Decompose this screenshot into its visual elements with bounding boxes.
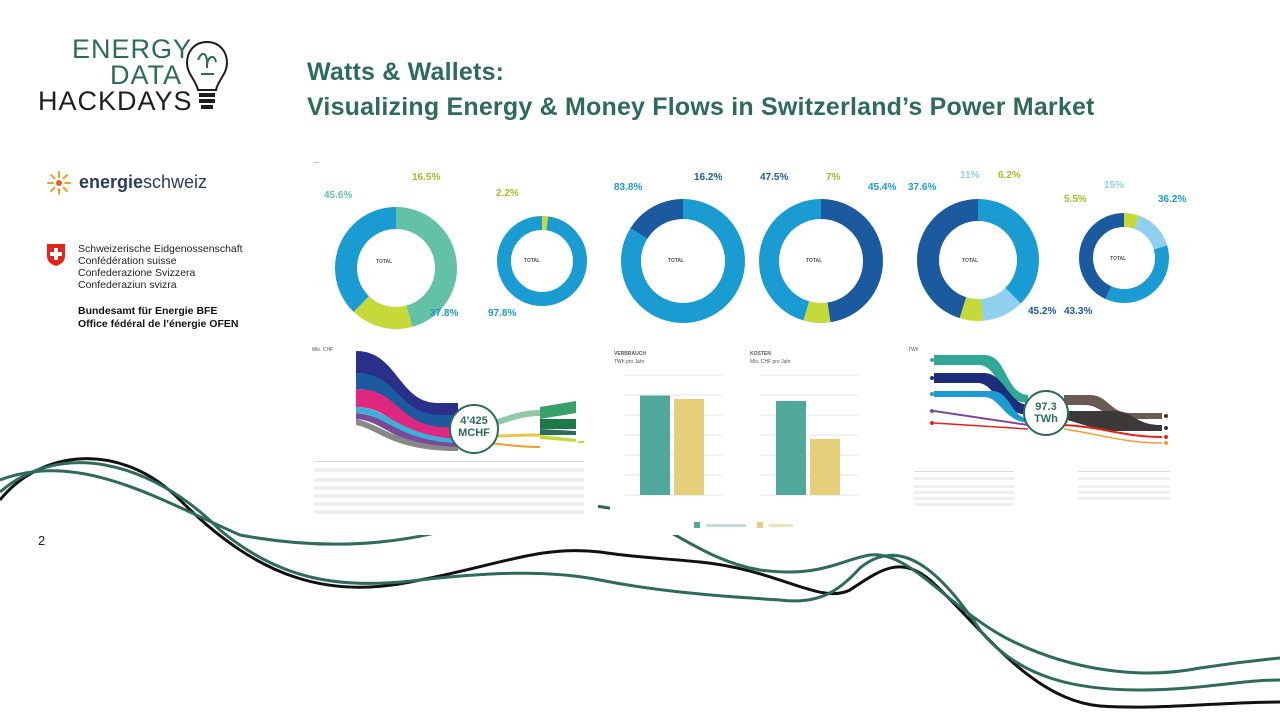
d6-pct-b: 15% (1104, 180, 1125, 191)
confederation-line-rm: Confederaziun svizra (78, 279, 177, 291)
energy-production-legend (914, 471, 1014, 516)
money-sankey-legend (314, 461, 584, 530)
wordmark-schweiz: schweiz (143, 172, 208, 192)
confederation-line-de: Schweizerische Eidgenossenschaft (78, 243, 243, 255)
energy-consumption-legend (1078, 471, 1170, 516)
donut-chart-4 (759, 199, 883, 323)
d5-total-label: TOTAL (962, 258, 979, 264)
money-sankey-unit: Mio. CHF (312, 347, 334, 353)
lightbulb-icon (185, 40, 229, 109)
office-line-fr: Office fédéral de l’énergie OFEN (78, 318, 239, 330)
money-total-unit: MCHF (458, 427, 490, 439)
cost-title: KOSTEN (750, 351, 771, 357)
d6-pct-d: 43.3% (1064, 306, 1093, 317)
confederation-line-it: Confederazione Svizzera (78, 267, 196, 279)
cost-bar-2 (810, 439, 840, 495)
donut-panel-3: 37.6% 11% 6.2% 45.2% TOTAL 5.5% 15% 36.2… (904, 152, 1194, 332)
energy-total-circle (1023, 390, 1069, 436)
d6-pct-a: 5.5% (1064, 194, 1087, 205)
d1-pct-c: 37.8% (430, 308, 459, 319)
donut-chart-1 (335, 207, 457, 329)
d3-pct-b: 16.2% (694, 172, 723, 183)
donut-chart-3 (621, 199, 745, 323)
cost-unit: Mio. CHF pro Jahr (750, 359, 791, 365)
cost-bar-1 (776, 401, 806, 495)
energy-sankey-unit: TWh (908, 347, 919, 353)
logo-word-energy: ENERGY (72, 34, 193, 64)
d2-pct-b: 97.8% (488, 308, 517, 319)
consumption-bar-chart (624, 374, 722, 496)
title-line-1: Watts & Wallets: (307, 58, 505, 86)
logo-word-data: DATA (110, 60, 183, 90)
cost-bar-chart (760, 374, 858, 496)
title-line-2: Visualizing Energy & Money Flows in Swit… (307, 93, 1095, 121)
bar-legend (694, 515, 814, 528)
d4-pct-c: 45.4% (868, 182, 897, 193)
energieschweiz-logo: energieschweiz (46, 168, 226, 196)
money-total-label: 4’425 MCHF (448, 415, 500, 439)
slide-number: 2 (38, 533, 46, 548)
legend-swatch-2 (756, 522, 763, 528)
d1-total-label: TOTAL (376, 259, 393, 265)
money-sankey-chart (356, 351, 584, 451)
consumption-bar-1 (640, 395, 670, 495)
d1-pct-b: 16.5% (412, 172, 441, 183)
energy-total-label: 97.3 TWh (1022, 401, 1070, 425)
donut-panel-2: 83.8% 16.2% TOTAL 47.5% 7% 45.4% TOTAL (610, 152, 898, 332)
decorative-wave-lines (0, 457, 1280, 709)
donut-chart-5 (917, 199, 1039, 321)
sun-icon (47, 171, 71, 195)
money-total-circle (449, 404, 499, 454)
d2-pct-a: 2.2% (496, 188, 519, 199)
energy-sankey-chart (930, 355, 1168, 445)
d3-pct-a: 83.8% (614, 182, 643, 193)
bar-charts-panel: VERBRAUCH TWh pro Jahr KOSTEN Mio. CHF p… (610, 343, 898, 535)
d4-pct-b: 7% (826, 172, 841, 183)
d4-total-label: TOTAL (806, 258, 823, 264)
d5-pct-a: 37.6% (908, 182, 937, 193)
money-sankey-panel: Mio. CHF 4’425 MCHF (308, 343, 598, 535)
d2-total-label: TOTAL (524, 258, 541, 264)
confederation-line-fr: Confédération suisse (78, 255, 177, 267)
money-total-value: 4’425 (460, 415, 488, 427)
logo-word-hackdays: HACKDAYS (38, 86, 193, 116)
donut-chart-2 (497, 216, 587, 306)
legend-swatch-1 (694, 522, 700, 528)
consumption-title: VERBRAUCH (614, 351, 646, 357)
d5-pct-c: 6.2% (998, 170, 1021, 181)
d1-pct-a: 45.6% (324, 190, 353, 201)
d4-pct-a: 47.5% (760, 172, 789, 183)
energy-total-value: 97.3 (1035, 401, 1057, 413)
energy-sankey-panel: TWh 97.3 TWh (904, 343, 1194, 535)
energy-data-hackdays-logo: ENERGY DATA HACKDAYS (38, 36, 238, 116)
d6-pct-c: 36.2% (1158, 194, 1187, 205)
wordmark-energie: energie (79, 172, 144, 192)
energieschweiz-wordmark: energieschweiz (79, 172, 207, 193)
swiss-cross-icon (47, 244, 65, 266)
donut-panel-1: — 45.6% 16.5% 37.8% TOTAL 2.2% 97.8% TOT… (308, 152, 598, 332)
donut-chart-6 (1079, 213, 1169, 303)
office-line-de: Bundesamt für Energie BFE (78, 305, 218, 317)
consumption-unit: TWh pro Jahr (614, 359, 645, 365)
consumption-bar-2 (674, 399, 704, 495)
d3-total-label: TOTAL (668, 258, 685, 264)
d5-pct-b: 11% (960, 170, 980, 181)
energy-total-unit: TWh (1034, 413, 1058, 425)
slide-title: Watts & Wallets: Visualizing Energy & Mo… (307, 55, 1095, 125)
d5-pct-d: 45.2% (1028, 306, 1057, 317)
d6-total-label: TOTAL (1110, 256, 1127, 262)
